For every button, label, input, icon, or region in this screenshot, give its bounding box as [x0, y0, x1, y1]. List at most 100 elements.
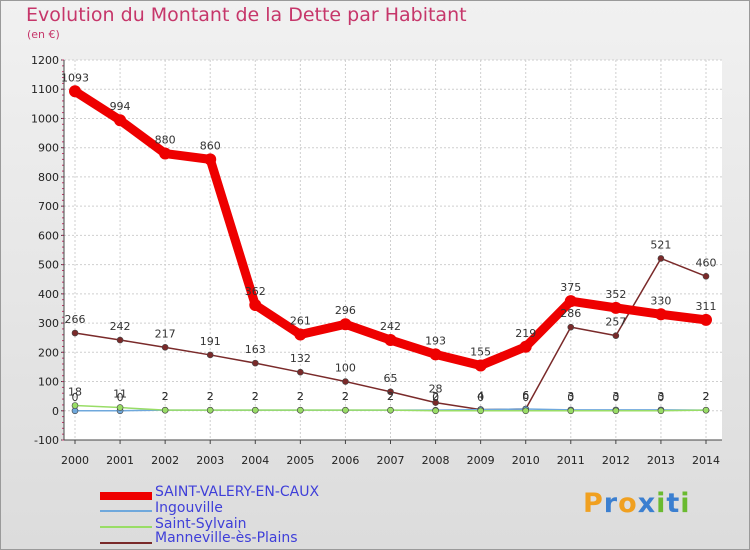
- x-tick-label-3: 2003: [196, 454, 224, 467]
- data-point-manneville-s-plains-2014: [702, 273, 710, 280]
- data-label-ingouville-2008: 2: [432, 390, 439, 403]
- y-tick-label-5: 400: [38, 288, 59, 301]
- data-point-saint-valery-en-caux-2012: [609, 301, 622, 314]
- data-point-saint-sylvain-2003: [206, 406, 214, 414]
- data-point-saint-valery-en-caux-2008: [429, 348, 442, 361]
- y-tick-label-2: 100: [38, 376, 59, 389]
- y-tick-label-10: 900: [38, 142, 59, 155]
- data-label-saint-valery-en-caux-2006: 296: [335, 304, 356, 317]
- data-point-manneville-s-plains-2013: [657, 255, 665, 262]
- data-label-ingouville-2006: 2: [342, 390, 349, 403]
- logo-letter: r: [603, 488, 619, 519]
- legend-label-saint-sylvain: Saint-Sylvain: [155, 516, 247, 532]
- data-label-saint-valery-en-caux-2010: 219: [515, 327, 536, 340]
- logo-letter: P: [583, 488, 604, 519]
- data-label-manneville-s-plains-2002: 217: [155, 327, 176, 340]
- y-tick-label-8: 700: [38, 200, 59, 213]
- data-label-manneville-s-plains-2011: 286: [560, 307, 581, 320]
- data-point-saint-sylvain-2005: [297, 406, 304, 414]
- logo-letter: i: [680, 488, 691, 519]
- x-tick-label-1: 2001: [106, 454, 134, 467]
- data-label-saint-sylvain-2007: 2: [387, 390, 394, 403]
- data-point-saint-valery-en-caux-2006: [339, 318, 352, 331]
- x-tick-label-13: 2013: [647, 454, 675, 467]
- data-point-saint-valery-en-caux-2010: [519, 340, 532, 353]
- y-tick-label-3: 200: [38, 346, 59, 359]
- data-point-saint-sylvain-2002: [161, 406, 169, 414]
- data-label-saint-valery-en-caux-2001: 994: [110, 100, 131, 113]
- x-tick-label-9: 2009: [467, 454, 495, 467]
- x-tick-label-6: 2006: [331, 454, 359, 467]
- data-point-saint-valery-en-caux-2005: [294, 328, 307, 341]
- data-label-saint-valery-en-caux-2002: 880: [155, 134, 176, 147]
- x-tick-label-10: 2010: [512, 454, 540, 467]
- data-label-ingouville-2012: 3: [612, 390, 619, 403]
- data-label-manneville-s-plains-2012: 257: [605, 316, 626, 329]
- data-point-saint-sylvain-2000: [71, 402, 79, 409]
- data-label-manneville-s-plains-2006: 100: [335, 362, 356, 375]
- data-point-manneville-s-plains-2011: [567, 323, 575, 331]
- y-tick-label-13: 1200: [31, 54, 59, 67]
- proxiti-logo: Proxiti: [583, 488, 691, 519]
- legend-label-ingouville: Ingouville: [155, 500, 223, 516]
- data-label-saint-sylvain-2001: 11: [113, 388, 127, 401]
- y-tick-label-4: 300: [38, 317, 59, 330]
- x-tick-label-7: 2007: [377, 454, 405, 467]
- data-label-ingouville-2002: 2: [162, 390, 169, 403]
- data-point-saint-valery-en-caux-2014: [700, 313, 712, 326]
- data-label-saint-sylvain-2000: 18: [68, 386, 82, 399]
- data-label-manneville-s-plains-2013: 521: [650, 238, 671, 251]
- data-label-ingouville-2010: 6: [522, 389, 529, 402]
- data-point-saint-valery-en-caux-2011: [564, 295, 577, 308]
- data-point-manneville-s-plains-2006: [342, 378, 349, 385]
- data-label-saint-sylvain-2003: 2: [207, 390, 214, 403]
- data-label-saint-sylvain-2004: 2: [252, 390, 259, 403]
- data-point-manneville-s-plains-2005: [297, 368, 304, 376]
- data-label-saint-valery-en-caux-2000: 1093: [61, 71, 89, 84]
- logo-letter: t: [666, 488, 681, 519]
- data-point-manneville-s-plains-2012: [612, 332, 620, 339]
- data-point-saint-sylvain-2006: [342, 406, 349, 414]
- x-tick-label-2: 2002: [151, 454, 179, 467]
- logo-letter: x: [637, 488, 657, 519]
- data-label-ingouville-2011: 3: [567, 390, 574, 403]
- data-label-manneville-s-plains-2000: 266: [65, 313, 86, 326]
- data-point-saint-valery-en-caux-2002: [159, 147, 172, 160]
- data-label-ingouville-2013: 3: [657, 390, 664, 403]
- plot-area: [64, 60, 722, 440]
- data-label-saint-sylvain-2008: 0: [432, 391, 439, 404]
- data-label-ingouville-2003: 2: [207, 390, 214, 403]
- data-label-manneville-s-plains-2014: 460: [696, 256, 717, 269]
- data-label-manneville-s-plains-2008: 28: [429, 383, 443, 396]
- data-label-ingouville-2001: 0: [117, 391, 124, 404]
- data-label-saint-valery-en-caux-2004: 362: [245, 285, 266, 298]
- y-tick-label-12: 1100: [31, 83, 59, 96]
- data-point-saint-valery-en-caux-2001: [114, 114, 127, 127]
- data-label-saint-sylvain-2005: 2: [297, 390, 304, 403]
- chart-title: Evolution du Montant de la Dette par Hab…: [26, 4, 467, 26]
- x-tick-label-8: 2008: [422, 454, 450, 467]
- y-tick-label-6: 500: [38, 259, 59, 272]
- data-point-manneville-s-plains-2002: [161, 344, 169, 351]
- data-label-saint-valery-en-caux-2005: 261: [290, 314, 311, 327]
- data-label-manneville-s-plains-2003: 191: [200, 335, 221, 348]
- data-label-manneville-s-plains-2001: 242: [110, 320, 131, 333]
- data-point-saint-sylvain-2012: [612, 407, 620, 415]
- x-tick-label-12: 2012: [602, 454, 630, 467]
- data-label-manneville-s-plains-2009: 4: [477, 390, 484, 403]
- data-label-manneville-s-plains-2010: 6: [522, 389, 529, 402]
- data-label-ingouville-2009: 4: [477, 390, 484, 403]
- data-point-saint-sylvain-2010: [522, 407, 530, 415]
- data-label-ingouville-2004: 2: [252, 390, 259, 403]
- legend-swatch-saint-sylvain: [100, 526, 152, 528]
- data-label-ingouville-2014: 2: [703, 390, 710, 403]
- x-tick-label-4: 2004: [241, 454, 269, 467]
- data-point-saint-valery-en-caux-2009: [474, 359, 487, 372]
- data-label-saint-sylvain-2002: 2: [162, 390, 169, 403]
- y-tick-label-11: 1000: [31, 112, 59, 125]
- logo-letter: o: [618, 488, 638, 519]
- data-label-saint-sylvain-2014: 2: [703, 390, 710, 403]
- y-tick-label-9: 800: [38, 171, 59, 184]
- legend-swatch-ingouville: [100, 510, 152, 512]
